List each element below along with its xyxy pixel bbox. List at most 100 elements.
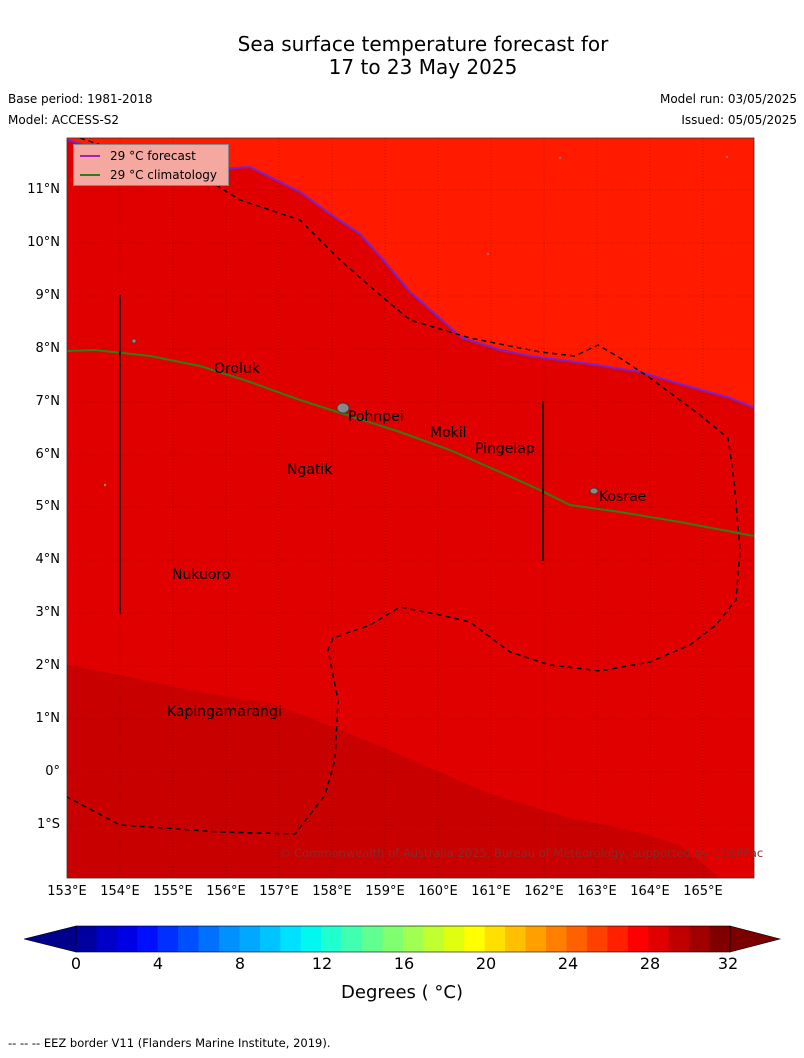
colorbar-tick: 16 (393, 954, 415, 973)
legend-forecast-swatch (80, 154, 100, 157)
lon-tick: 156°E (206, 884, 246, 899)
climatology-29c-line (67, 348, 754, 537)
lat-tick: 9°N (35, 288, 61, 303)
map-frame (66, 137, 755, 879)
islet-marker (726, 156, 728, 158)
lat-tick: 4°N (35, 552, 61, 567)
lat-tick: 0° (45, 764, 60, 779)
lat-tick: 10°N (27, 235, 60, 250)
place-nukuoro: Nukuoro (172, 567, 231, 583)
colorbar-swatch (525, 926, 547, 952)
eez-borders (67, 138, 741, 835)
colorbar-tick: 28 (639, 954, 661, 973)
lat-tick: 2°N (35, 658, 61, 673)
lat-tick: 1°N (35, 711, 61, 726)
colorbar-swatch (137, 926, 159, 952)
colorbar-swatch (566, 926, 588, 952)
place-pohnpei: Pohnpei (348, 409, 404, 425)
colorbar-swatch (443, 926, 465, 952)
colorbar-tick: 12 (311, 954, 333, 973)
colorbar-frame (75, 925, 731, 953)
colorbar-swatch (484, 926, 506, 952)
islet-marker (131, 338, 137, 344)
colorbar-swatch (505, 926, 527, 952)
colorbar-swatch (198, 926, 220, 952)
legend-climatology-swatch (80, 173, 100, 176)
legend-forecast: 29 °C forecast (74, 146, 228, 165)
kosrae-island (589, 487, 599, 495)
lon-tick: 159°E (365, 884, 405, 899)
place-kapingamarangi: Kapingamarangi (167, 704, 282, 720)
colorbar-tick: 4 (152, 954, 164, 973)
colorbar-swatch (668, 926, 690, 952)
colorbar-tick: 20 (475, 954, 497, 973)
colorbar-swatch (627, 926, 649, 952)
place-kosrae: Kosrae (599, 489, 647, 505)
place-oroluk: Oroluk (214, 361, 260, 377)
lon-tick: 163°E (577, 884, 617, 899)
colorbar-swatch (546, 926, 567, 952)
lon-tick: 164°E (630, 884, 670, 899)
legend: 29 °C forecast 29 °C climatology (73, 144, 229, 186)
islet-marker (487, 253, 489, 255)
islet-marker (559, 157, 561, 159)
title-line-1: Sea surface temperature forecast for (237, 32, 609, 56)
colorbar-tick: 8 (234, 954, 246, 973)
colorbar-label: Degrees ( °C) (341, 982, 463, 1003)
place-ngatik: Ngatik (287, 462, 333, 478)
colorbar-arrow-high (729, 925, 782, 953)
legend-climatology: 29 °C climatology (74, 165, 228, 184)
title-line-2: 17 to 23 May 2025 (328, 55, 518, 79)
lon-tick: 160°E (418, 884, 458, 899)
lon-tick: 157°E (259, 884, 299, 899)
lon-tick: 158°E (312, 884, 352, 899)
lat-tick: 6°N (35, 447, 61, 462)
colorbar-swatch (96, 926, 118, 952)
place-mokil: Mokil (430, 425, 467, 441)
colorbar-swatch (259, 926, 281, 952)
lon-tick: 154°E (100, 884, 140, 899)
colorbar-swatch (362, 926, 384, 952)
sst-band-32 (67, 665, 720, 878)
sst-band-30 (67, 138, 754, 408)
colorbar-swatch (586, 926, 608, 952)
legend-forecast-label: 29 °C forecast (110, 148, 196, 163)
colorbar-swatch (239, 926, 261, 952)
lat-tick: 7°N (35, 394, 61, 409)
lat-tick: 8°N (35, 341, 61, 356)
colorbar-arrow-low (23, 925, 77, 953)
colorbar-swatch (689, 926, 711, 952)
colorbar-swatch (76, 926, 97, 952)
colorbar-swatch (648, 926, 670, 952)
place-pingelap: Pingelap (475, 441, 535, 457)
colorbar-swatch (300, 926, 322, 952)
lat-tick: 1°S (36, 817, 60, 832)
colorbar-swatch (321, 926, 343, 952)
colorbar-swatch (341, 926, 363, 952)
lon-tick: 161°E (471, 884, 511, 899)
colorbar-swatch (116, 926, 138, 952)
colorbar-swatch (280, 926, 302, 952)
pohnpei-island (336, 402, 350, 414)
lat-tick: 3°N (35, 605, 61, 620)
lon-tick: 162°E (524, 884, 564, 899)
footer-note: -- -- -- EEZ border V11 (Flanders Marine… (8, 1036, 331, 1050)
colorbar-swatch (157, 926, 179, 952)
colorbar-swatch (464, 926, 486, 952)
colorbar-tick: 32 (717, 954, 739, 973)
colorbar-tick: 24 (557, 954, 579, 973)
colorbar-swatch (178, 926, 200, 952)
lon-tick: 153°E (47, 884, 87, 899)
colorbar-swatch (423, 926, 445, 952)
colorbar-swatch (403, 926, 424, 952)
base-period: Base period: 1981-2018 (8, 92, 153, 106)
lat-tick: 11°N (27, 182, 60, 197)
colorbar-tick: 0 (70, 954, 82, 973)
colorbar-swatch (709, 926, 731, 952)
colorbar-swatch (219, 926, 240, 952)
colorbar-swatch (382, 926, 404, 952)
lon-tick: 155°E (153, 884, 193, 899)
lat-tick: 5°N (35, 499, 61, 514)
colorbar-swatch (607, 926, 629, 952)
islet-marker (103, 483, 107, 487)
